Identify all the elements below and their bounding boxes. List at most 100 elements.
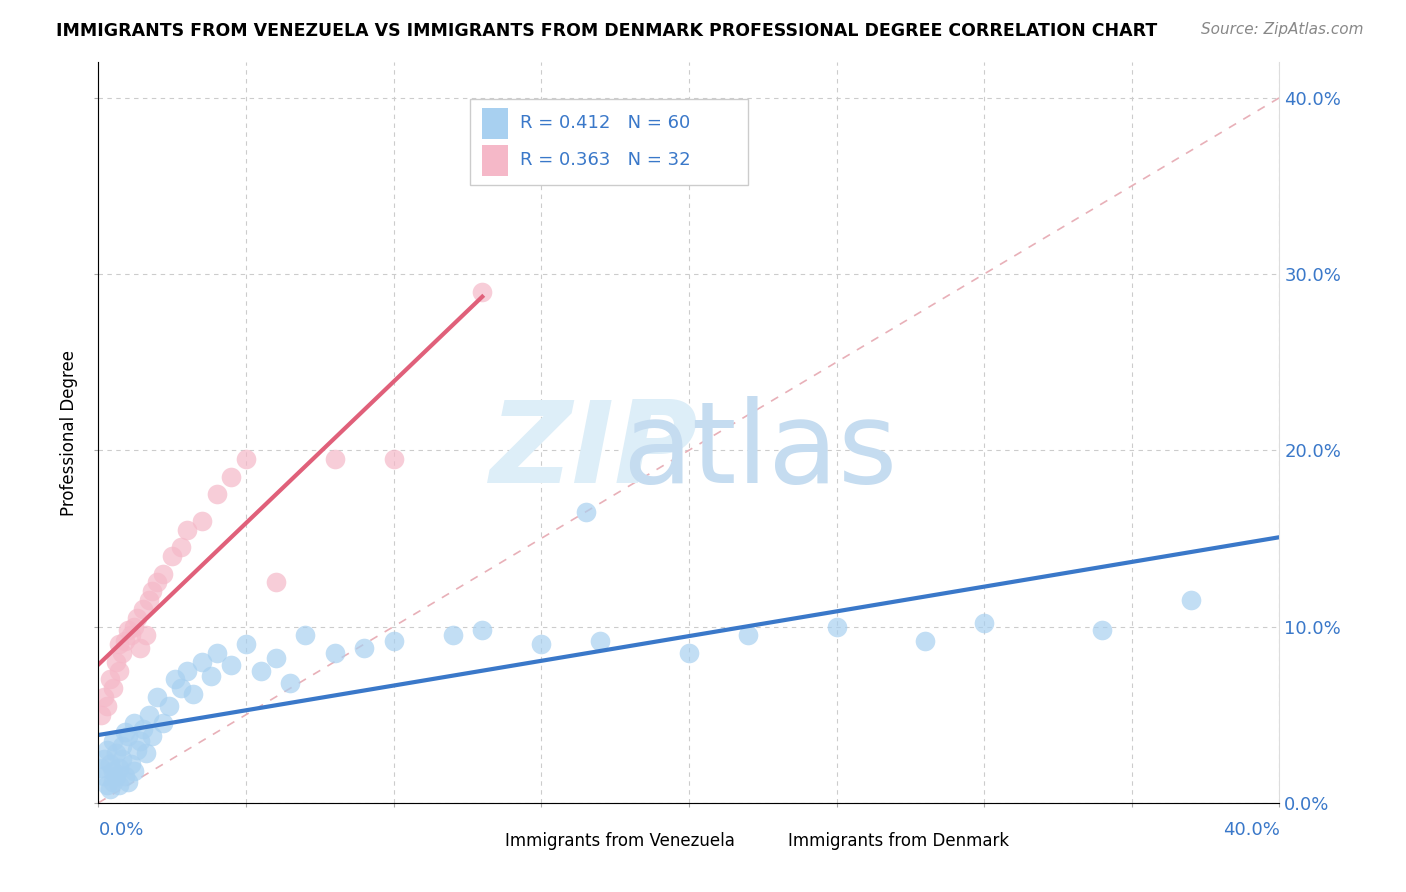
Text: Source: ZipAtlas.com: Source: ZipAtlas.com xyxy=(1201,22,1364,37)
Point xyxy=(120,628,142,642)
Point xyxy=(93,690,115,704)
Point xyxy=(205,487,228,501)
Point xyxy=(105,747,128,761)
Text: 40.0%: 40.0% xyxy=(1223,822,1279,839)
Point xyxy=(128,640,150,655)
Point xyxy=(382,633,405,648)
Point xyxy=(294,628,316,642)
Text: Immigrants from Denmark: Immigrants from Denmark xyxy=(789,832,1010,850)
Point xyxy=(96,698,118,713)
Point xyxy=(135,747,157,761)
Point xyxy=(152,716,174,731)
Point xyxy=(132,722,155,736)
Point xyxy=(678,646,700,660)
Point xyxy=(117,623,139,637)
Point xyxy=(125,610,148,624)
Point xyxy=(90,760,112,774)
Point xyxy=(111,646,134,660)
Bar xyxy=(754,827,780,856)
Point xyxy=(141,584,163,599)
Point xyxy=(103,774,125,789)
Text: Immigrants from Venezuela: Immigrants from Venezuela xyxy=(505,832,734,850)
Point xyxy=(103,734,125,748)
Point xyxy=(530,637,553,651)
Bar xyxy=(482,108,508,138)
Point xyxy=(93,769,115,783)
Point xyxy=(122,716,145,731)
Point xyxy=(235,452,257,467)
Point xyxy=(108,637,131,651)
Point xyxy=(165,673,187,687)
Point xyxy=(108,760,131,774)
Point xyxy=(191,655,214,669)
Point xyxy=(96,778,118,792)
Text: R = 0.363   N = 32: R = 0.363 N = 32 xyxy=(520,151,690,169)
Text: atlas: atlas xyxy=(623,396,897,507)
Point xyxy=(114,769,136,783)
Point xyxy=(146,575,169,590)
Text: R = 0.412   N = 60: R = 0.412 N = 60 xyxy=(520,114,690,132)
Point xyxy=(737,628,759,642)
Point xyxy=(323,646,346,660)
Point xyxy=(93,752,115,766)
Point xyxy=(98,673,121,687)
Point xyxy=(108,664,131,678)
Point xyxy=(353,640,375,655)
Point xyxy=(323,452,346,467)
Point xyxy=(103,764,125,778)
Point xyxy=(221,658,243,673)
Point xyxy=(170,681,193,696)
Point xyxy=(589,633,612,648)
Point xyxy=(280,676,302,690)
Point xyxy=(471,285,494,299)
Point xyxy=(162,549,183,563)
Point xyxy=(128,734,150,748)
Point xyxy=(108,778,131,792)
Point xyxy=(191,514,214,528)
Point xyxy=(200,669,222,683)
Point xyxy=(132,602,155,616)
Point xyxy=(250,664,273,678)
Point xyxy=(138,593,160,607)
Point xyxy=(382,452,405,467)
Point xyxy=(90,707,112,722)
Point xyxy=(117,774,139,789)
Point xyxy=(141,729,163,743)
Point xyxy=(176,664,198,678)
Point xyxy=(152,566,174,581)
Text: ZIP: ZIP xyxy=(491,396,699,507)
Point xyxy=(120,757,142,772)
Point xyxy=(973,615,995,630)
Point xyxy=(111,752,134,766)
Point xyxy=(105,769,128,783)
Point xyxy=(114,725,136,739)
Point xyxy=(264,651,287,665)
Point xyxy=(117,729,139,743)
Point xyxy=(441,628,464,642)
Point xyxy=(98,757,121,772)
Point xyxy=(170,540,193,554)
Point xyxy=(114,633,136,648)
Point xyxy=(111,739,134,754)
Point xyxy=(235,637,257,651)
Point xyxy=(205,646,228,660)
Point xyxy=(221,469,243,483)
Point xyxy=(1180,593,1202,607)
Point xyxy=(96,743,118,757)
Point xyxy=(575,505,598,519)
Point xyxy=(1091,623,1114,637)
Y-axis label: Professional Degree: Professional Degree xyxy=(60,350,79,516)
FancyBboxPatch shape xyxy=(471,99,748,185)
Point xyxy=(135,628,157,642)
Point xyxy=(138,707,160,722)
Point xyxy=(264,575,287,590)
Point xyxy=(471,623,494,637)
Point xyxy=(125,743,148,757)
Point xyxy=(157,698,180,713)
Text: IMMIGRANTS FROM VENEZUELA VS IMMIGRANTS FROM DENMARK PROFESSIONAL DEGREE CORRELA: IMMIGRANTS FROM VENEZUELA VS IMMIGRANTS … xyxy=(56,22,1157,40)
Point xyxy=(98,781,121,796)
Point xyxy=(914,633,936,648)
Point xyxy=(105,655,128,669)
Point xyxy=(122,764,145,778)
Point xyxy=(825,619,848,633)
